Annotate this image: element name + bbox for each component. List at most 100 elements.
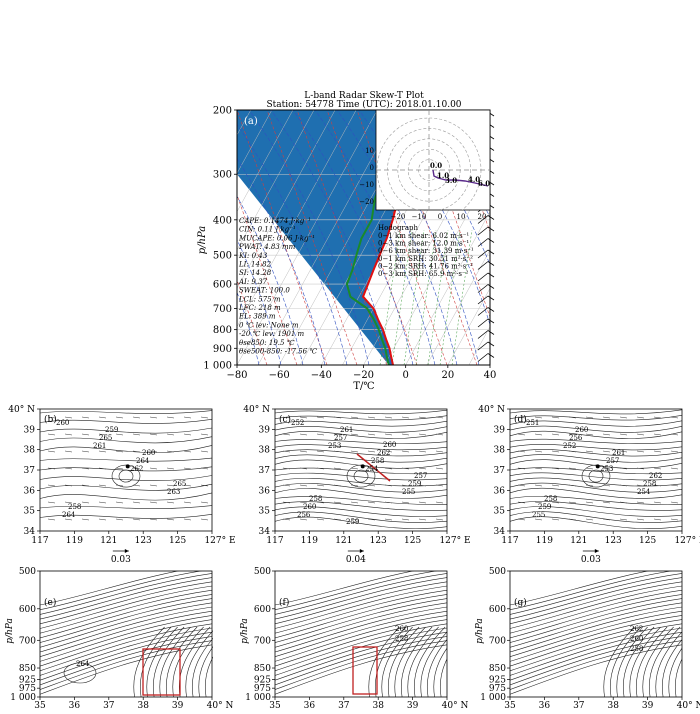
- skewt-y-tick-label: 200: [213, 106, 232, 117]
- hodograph-x-tick: 0: [438, 213, 442, 221]
- section-x-tick: 40° N: [207, 701, 234, 710]
- map-x-tick: 127° E: [204, 536, 235, 546]
- section-y-tick: 600: [489, 605, 506, 615]
- section-y-tick: 925: [19, 675, 36, 685]
- skewt-x-tick-label: −80: [226, 370, 247, 381]
- map-x-tick: 121: [100, 536, 117, 546]
- section-y-tick: 600: [19, 605, 36, 615]
- map-y-tick: 39: [259, 425, 271, 435]
- contour-label: 261: [93, 442, 106, 450]
- contour-label: 258: [630, 645, 643, 653]
- skewt-y-tick-label: 900: [213, 344, 232, 355]
- contour-label: 260: [630, 635, 643, 643]
- hodograph-y-tick: 0: [370, 164, 374, 172]
- stability-index: LI: 14.82: [238, 261, 272, 269]
- section-x-tick: 38: [372, 701, 384, 710]
- map-y-tick: 38: [494, 446, 506, 456]
- contour-label: 253: [600, 465, 613, 473]
- section-x-tick: 39: [407, 701, 419, 710]
- contour-label: 265: [173, 480, 186, 488]
- contour-label: 263: [167, 488, 180, 496]
- hodograph-stat: 0−6 km shear: 31.39 m·s⁻¹: [378, 247, 474, 255]
- contour-label: 256: [297, 511, 311, 519]
- section-y-tick: 975: [489, 684, 506, 694]
- stability-index: LFC: 218 m: [238, 304, 281, 312]
- contour-label: 257: [414, 472, 427, 480]
- contour-label: 260: [383, 441, 396, 449]
- map-x-tick: 125: [639, 536, 656, 546]
- vector-scale-label: 0.03: [581, 555, 601, 565]
- skewt-x-label: T/℃: [353, 381, 374, 392]
- hodograph-stat: 0−1 km SRH: 30.51 m²·s⁻²: [378, 255, 473, 263]
- section-y-label: p/hPa: [475, 618, 485, 644]
- map-x-tick: 119: [66, 536, 83, 546]
- skewt-y-tick-label: 300: [213, 170, 232, 181]
- section-y-tick: 500: [254, 567, 271, 577]
- contour-label: 256: [569, 434, 583, 442]
- contour-label: 265: [99, 434, 112, 442]
- map-y-tick: 34: [494, 527, 506, 537]
- stability-index: CIN: 0.11 J·kg⁻¹: [239, 226, 296, 234]
- section-y-tick: 700: [19, 636, 36, 646]
- contour-label: 264: [62, 511, 76, 519]
- panel-label: (b): [44, 414, 57, 425]
- hodograph-x-tick: −10: [412, 213, 427, 221]
- map-y-tick: 38: [24, 446, 36, 456]
- contour-label: 252: [563, 442, 576, 450]
- skewt-y-ticks: 200 300 400 500 600 700 800 900 1 000: [203, 106, 237, 372]
- contour-label: 260: [575, 426, 588, 434]
- stability-index: MUCAPE: 0.06 J·kg⁻¹: [238, 234, 315, 242]
- skewt-y-tick-label: 500: [213, 251, 232, 262]
- map-y-tick: 35: [494, 507, 506, 517]
- section-y-tick: 500: [19, 567, 36, 577]
- stability-index: SI: 14.28: [239, 269, 272, 277]
- section-x-tick: 36: [539, 701, 551, 710]
- panel-label: (e): [44, 597, 56, 608]
- contour-label: 261: [340, 426, 353, 434]
- contour-label: 259: [538, 503, 551, 511]
- skewt-x-tick-label: 0: [402, 370, 408, 381]
- contour-label: 257: [334, 434, 347, 442]
- panel-label: (f): [279, 597, 289, 608]
- contour-label: 262: [377, 449, 390, 457]
- skewt-x-tick-label: −20: [353, 370, 374, 381]
- map-y-tick: 37: [494, 466, 506, 476]
- contour-label: 262: [130, 465, 143, 473]
- section-x-tick: 37: [338, 701, 350, 710]
- skewt-y-label: p/hPa: [197, 226, 208, 254]
- section-x-tick: 39: [642, 701, 654, 710]
- map-x-tick: 123: [370, 536, 387, 546]
- skewt-x-tick-label: 20: [441, 370, 454, 381]
- stability-index: CAPE: 0.1474 J·kg⁻¹: [239, 217, 311, 225]
- stability-index: EL: 389 m: [238, 313, 276, 321]
- section-y-tick: 500: [489, 567, 506, 577]
- section-y-label: p/hPa: [240, 618, 250, 644]
- map-y-tick: 39: [494, 425, 506, 435]
- contour-label: 264: [76, 660, 90, 668]
- map-x-tick: 127° E: [674, 536, 700, 546]
- hodograph-stat: 0−3 km shear: 12.0 m·s⁻¹: [378, 240, 469, 248]
- hodograph-y-tick: −10: [359, 181, 374, 189]
- contour-label: 260: [395, 625, 408, 633]
- map-x-tick: 121: [335, 536, 352, 546]
- hodograph-point-label: 4.0: [468, 175, 480, 184]
- map-x-tick: 123: [135, 536, 152, 546]
- contour-label: 258: [68, 503, 81, 511]
- section-y-tick: 925: [254, 675, 271, 685]
- hodograph-stat: 0−1 km shear: 6.02 m·s⁻¹: [378, 232, 469, 240]
- contour-label: 259: [105, 426, 118, 434]
- contour-label: 254: [365, 465, 379, 473]
- map-x-tick: 121: [570, 536, 587, 546]
- section-x-tick: 35: [34, 701, 46, 710]
- hodograph-x-tick: −20: [391, 213, 406, 221]
- hodograph-y-tick: 10: [365, 147, 374, 155]
- map-x-tick: 127° E: [439, 536, 470, 546]
- hodograph-point-label: 6.0: [478, 179, 490, 188]
- contour-label: 261: [612, 449, 625, 457]
